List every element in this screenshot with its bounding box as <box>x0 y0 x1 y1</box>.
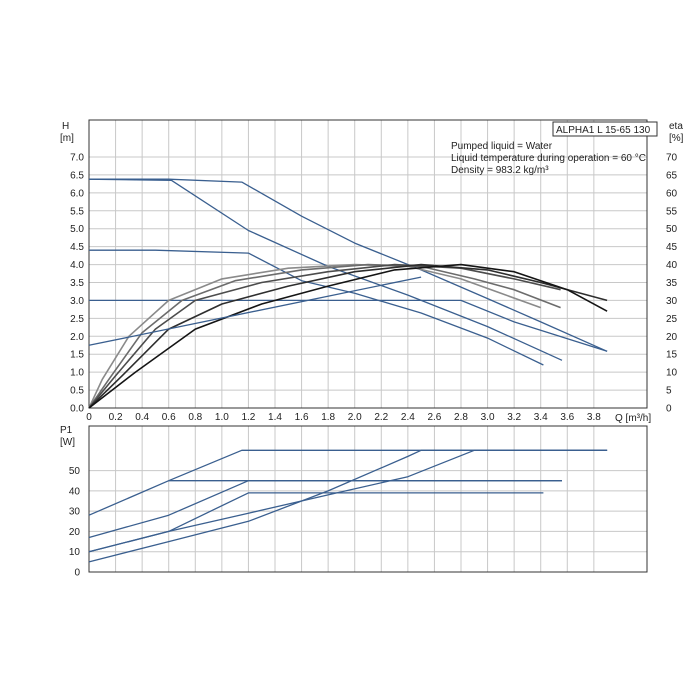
x-tick-label: 0 <box>86 412 92 423</box>
x-tick-label: 1.4 <box>268 412 282 423</box>
x-tick-label: 3.6 <box>560 412 574 423</box>
head-curve <box>88 178 563 361</box>
p-axis-title: P1 <box>60 425 73 436</box>
efficiency-curve <box>88 263 561 409</box>
y2-tick-label: 40 <box>666 260 678 271</box>
y-tick-label: 6.5 <box>70 170 84 181</box>
x-tick-label: 2.0 <box>348 412 362 423</box>
p-tick-label: 10 <box>69 547 81 558</box>
p-tick-label: 40 <box>69 486 81 497</box>
power-curve <box>88 449 608 553</box>
x-tick-label: 3.2 <box>507 412 521 423</box>
y-tick-label: 5.0 <box>70 224 84 235</box>
title-box <box>552 121 658 137</box>
y2-tick-label: 70 <box>666 153 678 164</box>
y-tick-label: 0.5 <box>70 386 84 397</box>
y2-axis-title: eta <box>669 121 683 132</box>
info-line: Liquid temperature during operation = 60… <box>451 153 646 164</box>
efficiency-curve <box>88 263 608 409</box>
p-tick-label: 50 <box>69 466 81 477</box>
series-layer <box>88 178 608 563</box>
head-curve <box>89 249 544 366</box>
x-tick-label: 2.2 <box>374 412 388 423</box>
plot-frame <box>88 119 648 409</box>
x-tick-label: 2.8 <box>454 412 468 423</box>
x-tick-label: 0.2 <box>109 412 123 423</box>
y2-tick-label: 0 <box>666 404 672 415</box>
chart-title: ALPHA1 L 15-65 130 <box>556 125 651 136</box>
efficiency-curve <box>88 263 541 409</box>
y-tick-label: 7.0 <box>70 153 84 164</box>
y-tick-label: 1.0 <box>70 368 84 379</box>
x-tick-label: 3.8 <box>587 412 601 423</box>
power-curve <box>88 492 544 553</box>
info-line: Pumped liquid = Water <box>451 141 553 152</box>
head-curve <box>89 299 608 352</box>
y2-tick-label: 65 <box>666 170 678 181</box>
p-tick-label: 30 <box>69 507 81 518</box>
x-tick-label: 0.6 <box>162 412 176 423</box>
y2-tick-label: 25 <box>666 314 678 325</box>
head-curve <box>88 276 422 346</box>
y-tick-label: 2.5 <box>70 314 84 325</box>
efficiency-curve <box>88 263 608 409</box>
y-tick-label: 1.5 <box>70 350 84 361</box>
text-layer: 0 0.2 0.4 0.6 0.8 1.0 1.2 1.4 1.6 1.8 2.0 2.2 2.4 2.6… <box>60 121 684 579</box>
power-curve <box>88 480 562 539</box>
x-tick-label: 1.0 <box>215 412 229 423</box>
p-tick-label: 20 <box>69 527 81 538</box>
power-curve <box>88 449 608 563</box>
x-tick-label: 2.6 <box>427 412 441 423</box>
x-tick-label: 1.6 <box>295 412 309 423</box>
y-tick-label: 6.0 <box>70 188 84 199</box>
x-tick-label: 3.0 <box>481 412 495 423</box>
y2-tick-label: 35 <box>666 278 678 289</box>
y-tick-label: 2.0 <box>70 332 84 343</box>
y-tick-label: 0.0 <box>70 404 84 415</box>
efficiency-curve <box>88 263 561 409</box>
y2-tick-label: 30 <box>666 296 678 307</box>
x-tick-label: 0.4 <box>135 412 149 423</box>
x-tick-label: 2.4 <box>401 412 415 423</box>
y-tick-label: 3.5 <box>70 278 84 289</box>
p-axis-unit: [W] <box>60 437 75 448</box>
y2-axis-unit: [%] <box>669 133 684 144</box>
y2-tick-label: 20 <box>666 332 678 343</box>
y2-tick-label: 10 <box>666 368 678 379</box>
y2-tick-label: 45 <box>666 242 678 253</box>
x-tick-label: 1.2 <box>241 412 255 423</box>
y-tick-label: 5.5 <box>70 206 84 217</box>
x-tick-label: 3.4 <box>534 412 548 423</box>
frame-layer <box>88 119 648 573</box>
y2-tick-label: 15 <box>666 350 678 361</box>
p-tick-label: 0 <box>74 568 80 579</box>
y-tick-label: 4.5 <box>70 242 84 253</box>
y2-tick-label: 60 <box>666 188 678 199</box>
y2-tick-label: 55 <box>666 206 678 217</box>
y-tick-label: 3.0 <box>70 296 84 307</box>
x-tick-label: 0.8 <box>188 412 202 423</box>
x-axis-title: Q [m³/h] <box>615 413 651 424</box>
y2-tick-label: 5 <box>666 386 672 397</box>
head-curve <box>89 178 608 352</box>
y2-tick-label: 50 <box>666 224 678 235</box>
y-tick-label: 4.0 <box>70 260 84 271</box>
info-line: Density = 983.2 kg/m³ <box>451 165 549 176</box>
y-axis-unit: [m] <box>60 133 74 144</box>
y-axis-title: H <box>62 121 69 132</box>
x-tick-label: 1.8 <box>321 412 335 423</box>
plot-frame <box>88 425 648 573</box>
